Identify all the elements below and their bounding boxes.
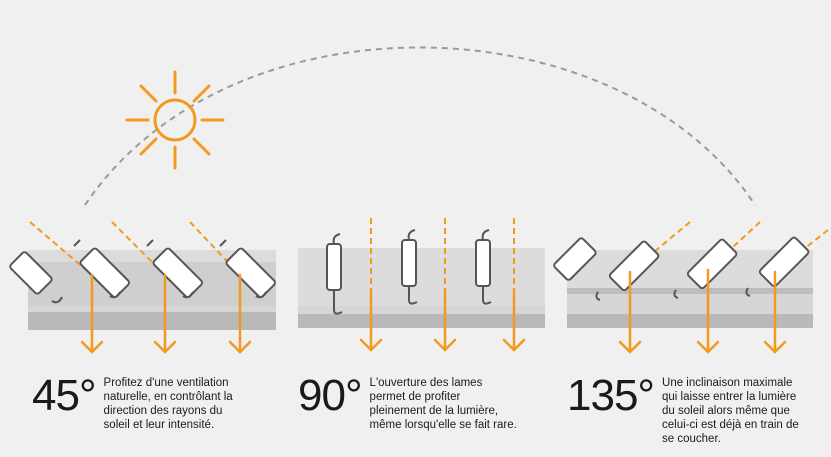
panel-135	[553, 221, 829, 354]
sun-icon	[125, 70, 225, 170]
panel-45	[9, 221, 276, 354]
section-description: Profitez d'une ventilation naturelle, en…	[104, 376, 233, 432]
description-line: soleil et leur intensité.	[103, 419, 215, 431]
description-line: permet de profiter	[369, 391, 461, 403]
angle-label: 90°	[298, 371, 363, 420]
section-45: 45° Profitez d'une ventilation naturelle…	[32, 374, 233, 432]
panel-90	[298, 218, 545, 352]
angle-label: 45°	[32, 371, 97, 420]
description-line: se coucher.	[662, 433, 721, 445]
description-line: du soleil alors même que	[662, 405, 790, 417]
description-line: Profitez d'une ventilation	[103, 377, 229, 389]
angle-label: 135°	[567, 371, 655, 420]
section-description: L'ouverture des lames permet de profiter…	[370, 376, 517, 432]
description-line: naturelle, en contrôlant la	[103, 391, 233, 403]
description-line: L'ouverture des lames	[369, 377, 483, 389]
description-line: celui-ci est déjà en train de	[662, 419, 799, 431]
section-description: Une inclinaison maximale qui laisse entr…	[662, 376, 799, 446]
description-line: qui laisse entrer la lumière	[662, 391, 797, 403]
description-line: même lorsqu'elle se fait rare.	[369, 419, 517, 431]
description-line: pleinement de la lumière,	[369, 405, 499, 417]
sun-path-arc	[84, 46, 756, 206]
description-line: Une inclinaison maximale	[662, 377, 793, 389]
section-90: 90° L'ouverture des lames permet de prof…	[298, 374, 517, 432]
description-line: direction des rayons du	[103, 405, 223, 417]
section-135: 135° Une inclinaison maximale qui laisse…	[567, 374, 799, 446]
